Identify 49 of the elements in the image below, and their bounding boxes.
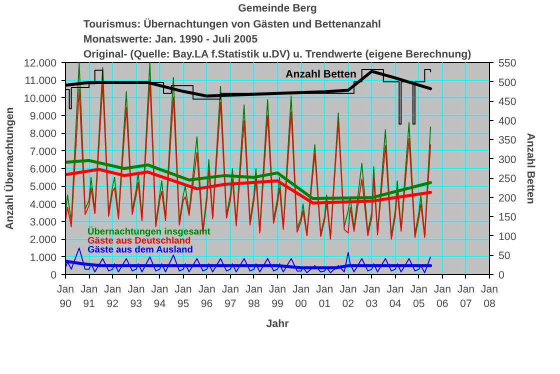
x-tick-label: Jan 00 [292,284,310,310]
y2-tick-label: 200 [498,192,516,204]
y-tick-label: 12.000 [24,58,57,70]
x-tick-label: Jan 04 [386,284,404,310]
x-tick-label: Jan 92 [104,284,122,310]
chart-title: Gemeinde Berg [238,2,317,14]
x-tick-label: Jan 91 [80,284,98,310]
y2-tick-label: 500 [498,76,516,89]
x-tick-label: Jan 95 [174,284,192,310]
y-tick-label: 1.000 [30,252,57,264]
y2-tick-label: 400 [498,115,516,128]
y-tick-label: 3.000 [30,216,57,228]
y2-tick-label: 450 [498,96,516,108]
x-tick-label: Jan 07 [457,284,475,310]
x-axis-title: Jahr [266,318,289,330]
x-tick-label: Jan 97 [222,284,240,310]
y-tick-label: 6.000 [30,164,57,176]
x-tick-label: Jan 94 [151,284,168,310]
x-tick-label: Jan 06 [434,284,452,310]
x-tick-label: Jan 05 [410,284,428,310]
y2-tick-label: 300 [498,154,516,166]
x-tick-label: Jan 03 [363,284,380,310]
y-tick-label: 10.000 [24,92,57,105]
y-tick-label: 4.000 [30,198,57,211]
y2-tick-label: 100 [498,230,516,243]
x-tick-label: Jan 02 [340,284,357,310]
y2-tick-label: 550 [498,58,516,70]
x-tick-label: Jan 93 [128,284,145,310]
x-tick-label: Jan 08 [480,284,498,310]
y-tick-label: 2.000 [30,234,57,246]
y-tick-label: 7.000 [30,146,57,158]
y2-tick-label: 250 [498,173,516,186]
y-axis-title: Anzahl Übernachtungen [2,107,16,230]
y-tick-label: 0 [50,270,57,282]
y-tick-label: 8.000 [30,128,57,140]
x-tick-label: Jan 99 [268,284,286,310]
y-tick-label: 11.000 [24,75,57,88]
y2-tick-label: 150 [498,212,516,224]
x-tick-label: Jan 96 [198,284,216,310]
x-tick-label: Jan 98 [245,284,263,310]
chart-subtitle: Tourismus: Übernachtungen von Gästen und Bettenanzahl Monatswerte: Jan. 1990 - Juli 2005 Original- (Quelle: Bay.LA f.Statistik u.DV) u. Trendwerte (eigene Berechnung) [83,18,472,60]
y2-tick-label: 50 [498,250,510,262]
y2-tick-label: 0 [498,270,504,282]
y2-tick-label: 350 [498,134,516,147]
x-tick-label: Jan 01 [316,284,334,310]
y2-axis-title: Anzahl Betten [524,132,536,204]
x-tick-label: Jan 90 [56,284,74,310]
y-tick-label: 5.000 [30,181,57,194]
y-tick-label: 9.000 [30,110,57,122]
